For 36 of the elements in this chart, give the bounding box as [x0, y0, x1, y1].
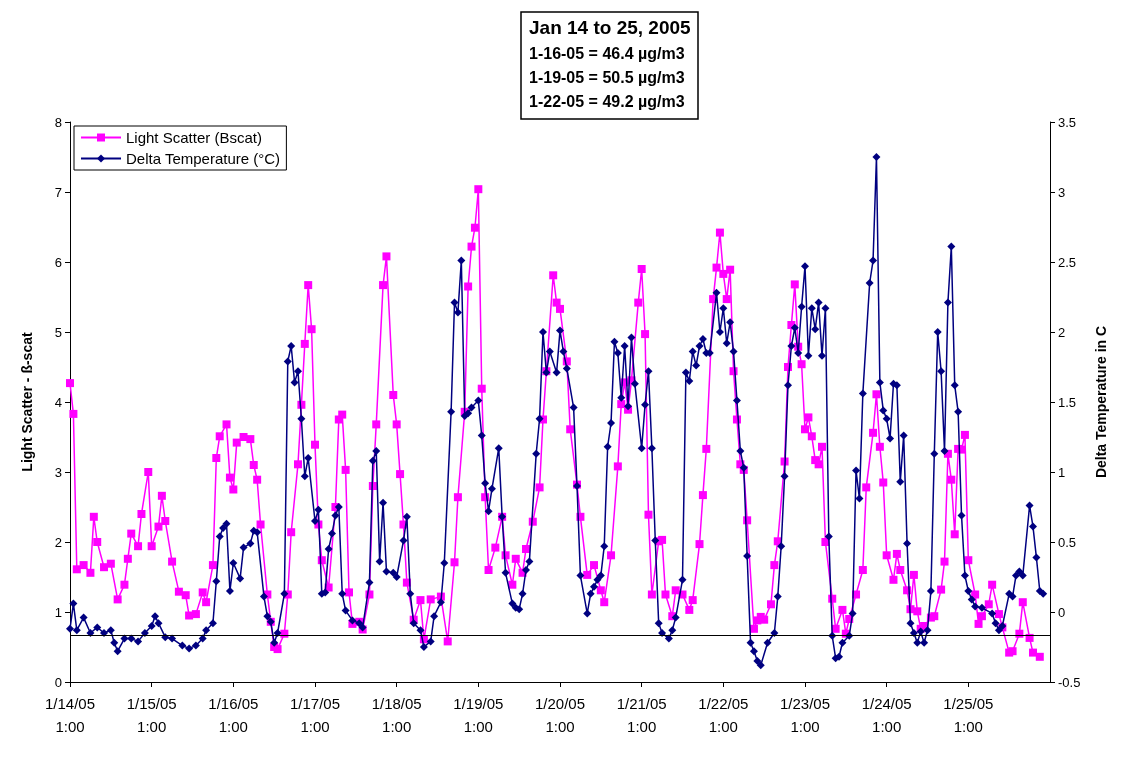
y2-tick-label: 0.5 [1058, 534, 1077, 550]
x-tick-label: 1/23/05 1:00 [779, 695, 831, 735]
x-tick-label: 1/16/05 1:00 [208, 695, 259, 735]
y-tick-label: 0 [54, 674, 62, 690]
y-tick-label: 2 [54, 534, 62, 550]
chart-title: Jan 14 to 25, 2005 [529, 17, 692, 38]
x-tick-label: 1/18/05 1:00 [371, 695, 422, 735]
y2-tick-label: 1.5 [1058, 394, 1077, 410]
chart-subtitle: 1-16-05 = 46.4 µg/m3 1-19-05 = 50.5 µg/m3 1-22-05 = 49.2 µg/m3 [529, 44, 685, 110]
x-tick-label: 1/14/05 1:00 [44, 695, 96, 735]
x-tick-label: 1/21/05 1:00 [616, 695, 667, 735]
y-tick-label: 5 [54, 324, 62, 340]
y-tick-label: 7 [54, 184, 62, 200]
y2-tick-label: 1 [1058, 464, 1066, 480]
legend-label: Delta Temperature (°C) [126, 150, 281, 167]
y2-tick-label: -0.5 [1058, 674, 1081, 690]
x-tick-label: 1/25/05 1:00 [943, 695, 994, 735]
y-tick-label: 4 [54, 394, 62, 410]
y-tick-label: 3 [54, 464, 62, 480]
y-tick-label: 8 [54, 114, 62, 130]
y-tick-label: 6 [54, 254, 62, 270]
y2-tick-label: 2.5 [1058, 254, 1077, 270]
y2-axis-title: Delta Temperature in C [1093, 325, 1109, 479]
x-tick-label: 1/17/05 1:00 [289, 695, 341, 735]
x-tick-label: 1/22/05 1:00 [698, 695, 749, 735]
y-axis-title: Light Scatter - ß-scat [19, 332, 35, 472]
y2-tick-label: 0 [1058, 604, 1066, 620]
x-tick-label: 1/24/05 1:00 [861, 695, 912, 735]
x-tick-label: 1/15/05 1:00 [126, 695, 177, 735]
legend-label: Light Scatter (Bscat) [126, 129, 262, 146]
y-tick-label: 1 [54, 604, 62, 620]
x-tick-label: 1/20/05 1:00 [534, 695, 586, 735]
y2-tick-label: 3.5 [1058, 114, 1077, 130]
y2-tick-label: 2 [1058, 324, 1066, 340]
x-tick-label: 1/19/05 1:00 [453, 695, 504, 735]
y2-tick-label: 3 [1058, 184, 1066, 200]
